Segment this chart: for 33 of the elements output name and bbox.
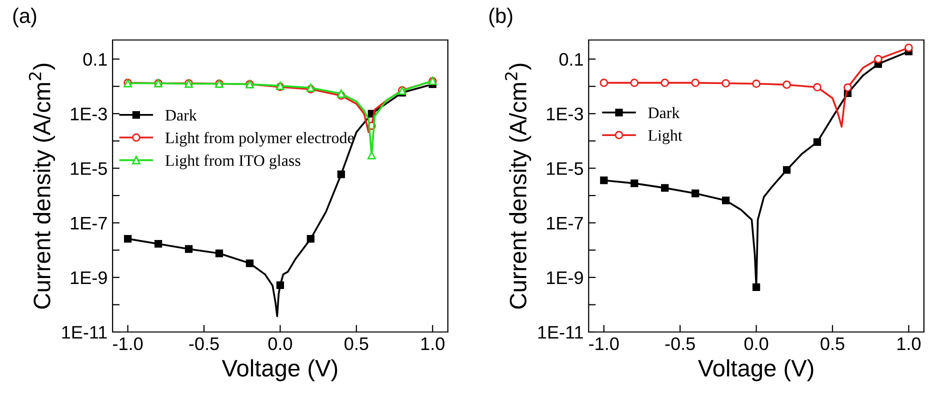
x-axis-title: Voltage (V) bbox=[698, 359, 814, 382]
y-tick-label: 1E-11 bbox=[62, 326, 107, 339]
legend-label: Light from ITO glass bbox=[165, 154, 300, 170]
x-tick-label: 0.0 bbox=[744, 337, 768, 350]
y-tick-label: 0.1 bbox=[559, 53, 583, 66]
x-tick-label: -0.5 bbox=[665, 337, 695, 350]
chart-title: (b) bbox=[489, 8, 512, 28]
x-tick-label: -0.5 bbox=[189, 337, 219, 350]
y-tick-label: 1E-3 bbox=[70, 108, 107, 120]
x-tick-label: 1.0 bbox=[898, 337, 921, 350]
x-tick-label: 0.5 bbox=[820, 337, 844, 350]
x-tick-label: -1.0 bbox=[589, 337, 619, 350]
chart-title: (a) bbox=[13, 8, 36, 28]
y-tick-label: 1E-9 bbox=[70, 271, 107, 284]
x-tick-label: 0.5 bbox=[344, 337, 368, 350]
y-tick-label: 1E-7 bbox=[70, 216, 107, 230]
y-tick-label: 1E-7 bbox=[547, 216, 583, 230]
y-tick-label: 0.1 bbox=[83, 53, 107, 66]
x-tick-label: 1.0 bbox=[421, 337, 444, 350]
y-tick-label: 1E-3 bbox=[547, 108, 583, 120]
legend-label: Dark bbox=[648, 107, 680, 118]
x-tick-label: 0.0 bbox=[268, 337, 292, 350]
y-axis-title: Current density (A/cm$^{2}$) bbox=[28, 64, 56, 309]
y-tick-label: 1E-9 bbox=[547, 271, 583, 284]
legend-label: Light from polymer electrode bbox=[165, 132, 354, 147]
y-tick-label: 1E-11 bbox=[538, 326, 583, 339]
legend-label: Dark bbox=[165, 109, 197, 121]
x-tick-label: -1.0 bbox=[113, 337, 143, 350]
legend-label: Light bbox=[648, 130, 682, 144]
y-tick-label: 1E-5 bbox=[547, 162, 584, 175]
x-axis-title: Voltage (V) bbox=[222, 359, 338, 382]
y-tick-label: 1E-5 bbox=[70, 162, 107, 175]
y-axis-title: Current density (A/cm$^{2}$) bbox=[504, 64, 532, 309]
